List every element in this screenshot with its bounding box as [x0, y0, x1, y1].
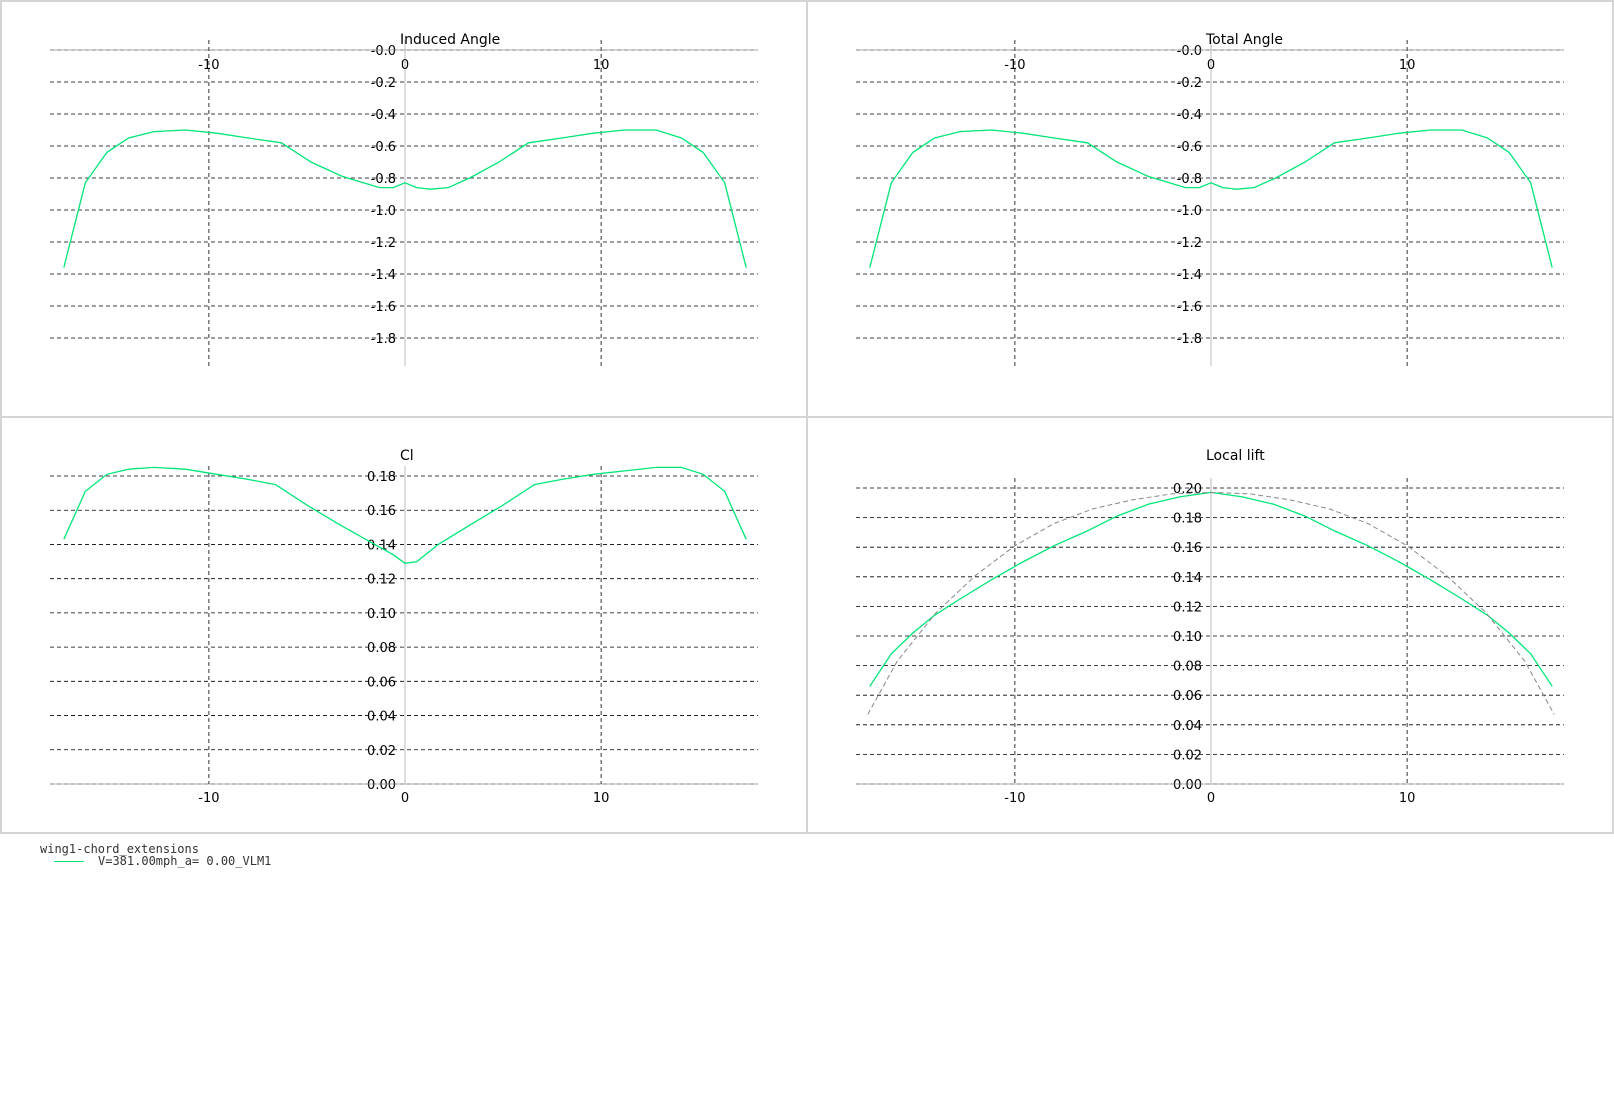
y-tick-label: -1.8	[371, 332, 396, 347]
y-tick-label: -0.8	[1177, 172, 1202, 187]
y-tick-label: 0.02	[1173, 748, 1202, 763]
y-tick-label: -0.2	[1177, 76, 1202, 91]
y-tick-label: 0.12	[367, 573, 396, 588]
series-line	[63, 129, 747, 268]
y-tick-label: 0.06	[1173, 689, 1202, 704]
x-tick-label: -10	[1004, 58, 1025, 73]
chart-total-angle: -0.0 -0.2 -0.4 -0.6 -0.8 -1.0 -1.2 -1.4 -1.6 -1.8…	[856, 32, 1564, 366]
y-tick-label: -0.2	[371, 76, 396, 91]
y-tick-label: -1.2	[1177, 236, 1202, 251]
chart-panel-local-lift: 0.00 0.02 0.04 0.06 0.08 0.10 0.12 0.14 0.16 0.18…	[806, 416, 1614, 834]
y-tick-label: -1.4	[1177, 268, 1202, 283]
y-tick-label: 0.18	[1173, 512, 1202, 527]
chart-cl: 0.00 0.02 0.04 0.06 0.08 0.10 0.12 0.14 0.16 0.18…	[50, 448, 758, 806]
y-tick-label: 0.10	[1173, 630, 1202, 645]
y-tick-label: 0.00	[367, 778, 396, 793]
series-line	[63, 466, 747, 564]
x-tick-label: -10	[198, 58, 219, 73]
legend-series-label: V=381.00mph_a= 0.00_VLM1	[98, 854, 272, 868]
x-tick-label: 0	[401, 791, 409, 806]
x-tick-label: 10	[593, 58, 610, 73]
y-tick-label: 0.14	[367, 538, 396, 553]
chart-panel-induced-angle: -0.0 -0.2 -0.4 -0.6 -0.8 -1.0 -1.2 -1.4 -1.6 -1.8…	[0, 0, 808, 418]
x-tick-label: 10	[1399, 791, 1416, 806]
chart-local-lift: 0.00 0.02 0.04 0.06 0.08 0.10 0.12 0.14 0.16 0.18…	[856, 448, 1564, 806]
y-tick-label: -0.4	[371, 108, 396, 123]
reference-series-line	[867, 491, 1555, 715]
y-tick-label: -0.0	[1177, 44, 1202, 59]
chart-title: Cl	[400, 448, 414, 464]
y-tick-label: 0.02	[367, 744, 396, 759]
y-tick-label: 0.06	[367, 675, 396, 690]
x-tick-label: 0	[1207, 791, 1215, 806]
chart-panel-cl: 0.00 0.02 0.04 0.06 0.08 0.10 0.12 0.14 0.16 0.18…	[0, 416, 808, 834]
y-tick-label: 0.12	[1173, 600, 1202, 615]
chart-panel-total-angle: -0.0 -0.2 -0.4 -0.6 -0.8 -1.0 -1.2 -1.4 -1.6 -1.8…	[806, 0, 1614, 418]
y-tick-label: 0.14	[1173, 571, 1202, 586]
legend-title: wing1-chord_extensions	[40, 842, 199, 856]
x-tick-label: -10	[198, 791, 219, 806]
y-tick-label: -0.8	[371, 172, 396, 187]
chart-induced-angle: -0.0 -0.2 -0.4 -0.6 -0.8 -1.0 -1.2 -1.4 -1.6 -1.8…	[50, 32, 758, 366]
y-tick-label: -1.4	[371, 268, 396, 283]
y-tick-label: 0.04	[367, 710, 396, 725]
y-tick-label: 0.16	[367, 504, 396, 519]
legend-swatch	[54, 860, 84, 862]
y-tick-label: -0.4	[1177, 108, 1202, 123]
y-tick-label: -0.0	[371, 44, 396, 59]
y-tick-label: -0.6	[1177, 140, 1202, 155]
chart-title: Local lift	[1206, 448, 1265, 464]
y-tick-label: 0.08	[1173, 660, 1202, 675]
y-tick-label: -0.6	[371, 140, 396, 155]
x-tick-label: 0	[1207, 58, 1215, 73]
y-tick-label: -1.0	[371, 204, 396, 219]
y-tick-label: 0.00	[1173, 778, 1202, 793]
chart-title: Total Angle	[1205, 32, 1283, 48]
y-tick-label: -1.2	[371, 236, 396, 251]
x-tick-label: 10	[1399, 58, 1416, 73]
y-tick-label: 0.08	[367, 641, 396, 656]
legend-entry: V=381.00mph_a= 0.00_VLM1	[54, 854, 271, 868]
y-tick-label: -1.8	[1177, 332, 1202, 347]
chart-title: Induced Angle	[400, 32, 500, 48]
y-tick-label: 0.10	[367, 607, 396, 622]
x-tick-label: 0	[401, 58, 409, 73]
x-tick-label: -10	[1004, 791, 1025, 806]
y-tick-label: -1.6	[1177, 300, 1202, 315]
x-tick-label: 10	[593, 791, 610, 806]
y-tick-label: 0.04	[1173, 719, 1202, 734]
y-tick-label: -1.0	[1177, 204, 1202, 219]
y-tick-label: -1.6	[371, 300, 396, 315]
series-line	[869, 129, 1553, 268]
y-tick-label: 0.18	[367, 470, 396, 485]
y-tick-label: 0.16	[1173, 541, 1202, 556]
